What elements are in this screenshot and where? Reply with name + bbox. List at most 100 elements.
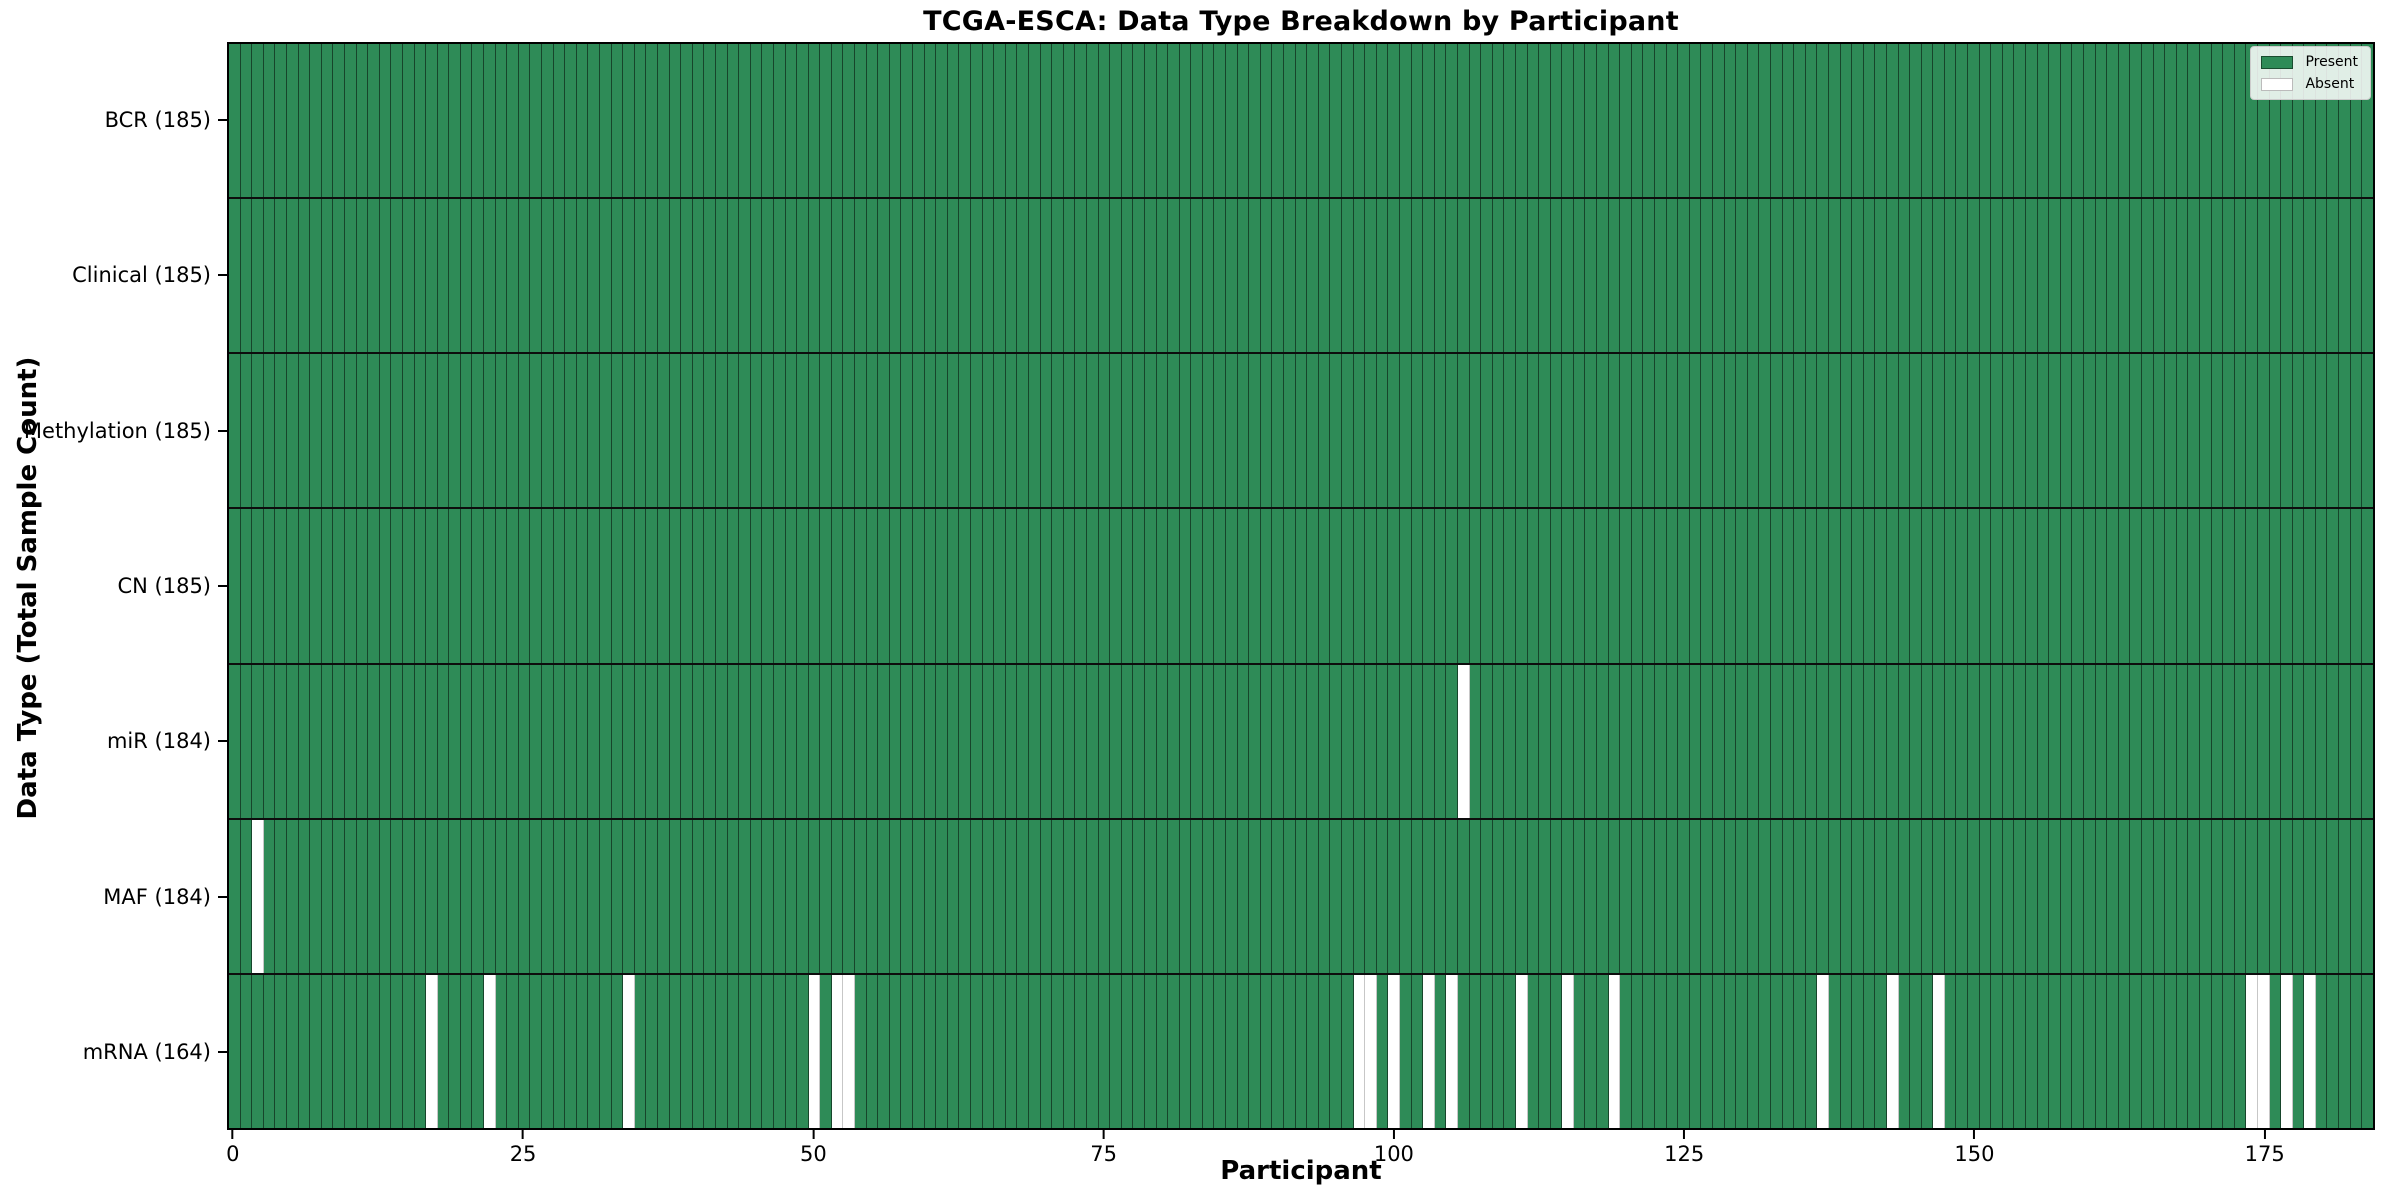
present-cell-clinical-4: [275, 199, 287, 353]
present-cell-cn-168: [2176, 509, 2189, 663]
present-cell-mir-167: [2165, 664, 2177, 818]
present-cell-cn-14: [391, 509, 403, 663]
present-cell-bcr-31: [588, 44, 600, 198]
present-cell-methylation-47: [773, 354, 786, 508]
present-cell-clinical-77: [1121, 199, 1134, 353]
present-cell-mir-14: [391, 664, 403, 818]
present-cell-mir-39: [681, 664, 693, 818]
present-cell-clinical-154: [2014, 199, 2027, 353]
present-cell-methylation-59: [913, 354, 925, 508]
present-cell-clinical-118: [1597, 199, 1609, 353]
x-tick-mark: [2263, 1130, 2266, 1139]
absent-cell-mrna-97: [1353, 974, 1366, 1128]
present-cell-clinical-63: [959, 199, 971, 353]
present-cell-methylation-94: [1318, 354, 1331, 508]
present-cell-mrna-129: [1724, 974, 1737, 1128]
present-cell-maf-149: [1956, 819, 1969, 973]
present-cell-methylation-60: [924, 354, 937, 508]
present-cell-cn-103: [1423, 509, 1435, 663]
present-cell-cn-102: [1411, 509, 1424, 663]
present-cell-cn-104: [1434, 509, 1447, 663]
present-cell-mrna-58: [901, 974, 914, 1128]
present-cell-clinical-64: [971, 199, 983, 353]
present-cell-mrna-32: [600, 974, 612, 1128]
present-cell-mir-174: [2246, 664, 2258, 818]
present-cell-maf-81: [1168, 819, 1180, 973]
present-cell-maf-5: [286, 819, 299, 973]
present-cell-clinical-168: [2176, 199, 2189, 353]
present-cell-bcr-163: [2118, 44, 2131, 198]
present-cell-cn-17: [426, 509, 438, 663]
present-cell-mir-2: [252, 664, 264, 818]
present-cell-mrna-3: [263, 974, 276, 1128]
present-cell-maf-124: [1666, 819, 1679, 973]
present-cell-mir-4: [275, 664, 287, 818]
present-cell-cn-146: [1921, 509, 1934, 663]
present-cell-clinical-80: [1156, 199, 1169, 353]
present-cell-mrna-41: [704, 974, 716, 1128]
present-cell-clinical-140: [1852, 199, 1864, 353]
present-cell-bcr-49: [797, 44, 809, 198]
present-cell-cn-107: [1469, 509, 1482, 663]
present-cell-mrna-88: [1249, 974, 1261, 1128]
present-cell-methylation-106: [1457, 354, 1470, 508]
present-cell-mrna-15: [402, 974, 415, 1128]
present-cell-bcr-112: [1527, 44, 1540, 198]
present-cell-clinical-175: [2257, 199, 2270, 353]
present-cell-mir-166: [2153, 664, 2166, 818]
present-cell-bcr-46: [762, 44, 774, 198]
present-cell-methylation-32: [600, 354, 612, 508]
present-cell-clinical-2: [252, 199, 264, 353]
present-cell-maf-154: [2014, 819, 2027, 973]
present-cell-clinical-50: [808, 199, 821, 353]
present-cell-cn-139: [1840, 509, 1853, 663]
present-cell-methylation-15: [402, 354, 415, 508]
present-cell-mrna-151: [1979, 974, 1992, 1128]
present-cell-mir-87: [1237, 664, 1250, 818]
present-cell-mrna-7: [310, 974, 322, 1128]
present-cell-methylation-33: [611, 354, 624, 508]
present-cell-cn-57: [889, 509, 902, 663]
present-cell-methylation-134: [1782, 354, 1795, 508]
present-cell-maf-179: [2304, 819, 2316, 973]
y-tick-label-maf: MAF (184): [103, 884, 211, 909]
present-cell-mrna-11: [356, 974, 369, 1128]
present-cell-clinical-92: [1295, 199, 1308, 353]
present-cell-clinical-39: [681, 199, 693, 353]
present-cell-mrna-138: [1828, 974, 1841, 1128]
present-cell-clinical-28: [553, 199, 566, 353]
present-cell-clinical-91: [1284, 199, 1296, 353]
present-cell-cn-149: [1956, 509, 1969, 663]
x-tick-75: 75: [1090, 1130, 1117, 1166]
y-tick-methylation: Methylation (185): [24, 419, 227, 443]
absent-cell-mrna-103: [1423, 974, 1435, 1128]
present-cell-maf-107: [1469, 819, 1482, 973]
present-cell-mir-7: [310, 664, 322, 818]
present-cell-mir-51: [820, 664, 832, 818]
present-cell-mir-133: [1770, 664, 1783, 818]
present-cell-clinical-93: [1307, 199, 1319, 353]
present-cell-bcr-13: [379, 44, 392, 198]
present-cell-clinical-104: [1434, 199, 1447, 353]
present-cell-maf-72: [1063, 819, 1076, 973]
present-cell-methylation-75: [1098, 354, 1111, 508]
present-cell-maf-59: [913, 819, 925, 973]
present-cell-mir-6: [298, 664, 311, 818]
present-cell-maf-153: [2002, 819, 2015, 973]
x-axis: 0 25 50 75 100 125 150 175: [226, 1130, 2375, 1186]
present-cell-methylation-52: [831, 354, 844, 508]
present-cell-cn-27: [542, 509, 554, 663]
present-cell-mrna-79: [1144, 974, 1157, 1128]
present-cell-maf-180: [2315, 819, 2328, 973]
present-cell-bcr-50: [808, 44, 821, 198]
present-cell-cn-108: [1481, 509, 1493, 663]
present-cell-bcr-9: [333, 44, 345, 198]
present-cell-mir-139: [1840, 664, 1853, 818]
present-cell-maf-133: [1770, 819, 1783, 973]
x-tick-mark: [1973, 1130, 1976, 1139]
present-cell-maf-36: [646, 819, 658, 973]
present-cell-maf-38: [669, 819, 682, 973]
present-cell-mir-183: [2350, 664, 2363, 818]
present-cell-maf-129: [1724, 819, 1737, 973]
present-cell-maf-123: [1655, 819, 1667, 973]
